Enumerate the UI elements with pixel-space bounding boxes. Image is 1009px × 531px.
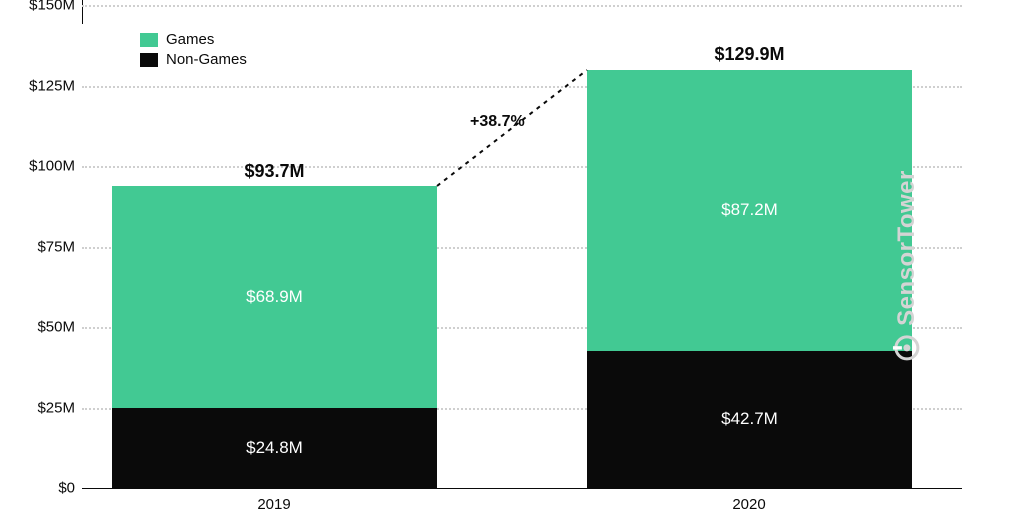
growth-connector-line [437, 70, 587, 195]
plot-area: $93.7M $68.9M $24.8M $129.9M $87.2M $42.… [82, 5, 962, 488]
growth-percent-label: +38.7% [470, 113, 525, 131]
watermark-sensortower: SensorTower [893, 170, 921, 362]
bar-segment-nongames: $42.7M [587, 351, 912, 489]
bar-total-label: $93.7M [112, 161, 437, 182]
legend-label: Games [166, 30, 214, 50]
bar-segment-games: $87.2M [587, 70, 912, 351]
x-tick-label: 2020 [732, 496, 765, 513]
y-tick-label: $150M [5, 0, 75, 14]
watermark-text: SensorTower [893, 170, 921, 326]
legend-label: Non-Games [166, 50, 247, 70]
sensortower-logo-icon [893, 333, 921, 361]
legend-item-games: Games [140, 30, 247, 50]
y-tick-label: $125M [5, 77, 75, 94]
legend-item-nongames: Non-Games [140, 50, 247, 70]
x-axis-line [82, 488, 962, 489]
segment-value-label: $87.2M [721, 200, 778, 220]
legend: Games Non-Games [140, 30, 247, 70]
y-tick-label: $50M [5, 319, 75, 336]
grid-line [82, 5, 962, 7]
legend-swatch [140, 53, 158, 67]
bar-segment-games: $68.9M [112, 186, 437, 408]
legend-swatch [140, 33, 158, 47]
y-tick-label: $100M [5, 158, 75, 175]
stacked-bar-chart: $150M $125M $100M $75M $50M $25M $0 $93.… [0, 0, 1009, 531]
bar-segment-nongames: $24.8M [112, 408, 437, 488]
bar-total-label: $129.9M [587, 44, 912, 65]
y-tick-label: $25M [5, 399, 75, 416]
segment-value-label: $68.9M [246, 287, 303, 307]
y-tick-label: $75M [5, 238, 75, 255]
segment-value-label: $24.8M [246, 438, 303, 458]
x-tick-label: 2019 [257, 496, 290, 513]
y-tick-label: $0 [5, 480, 75, 497]
segment-value-label: $42.7M [721, 409, 778, 429]
